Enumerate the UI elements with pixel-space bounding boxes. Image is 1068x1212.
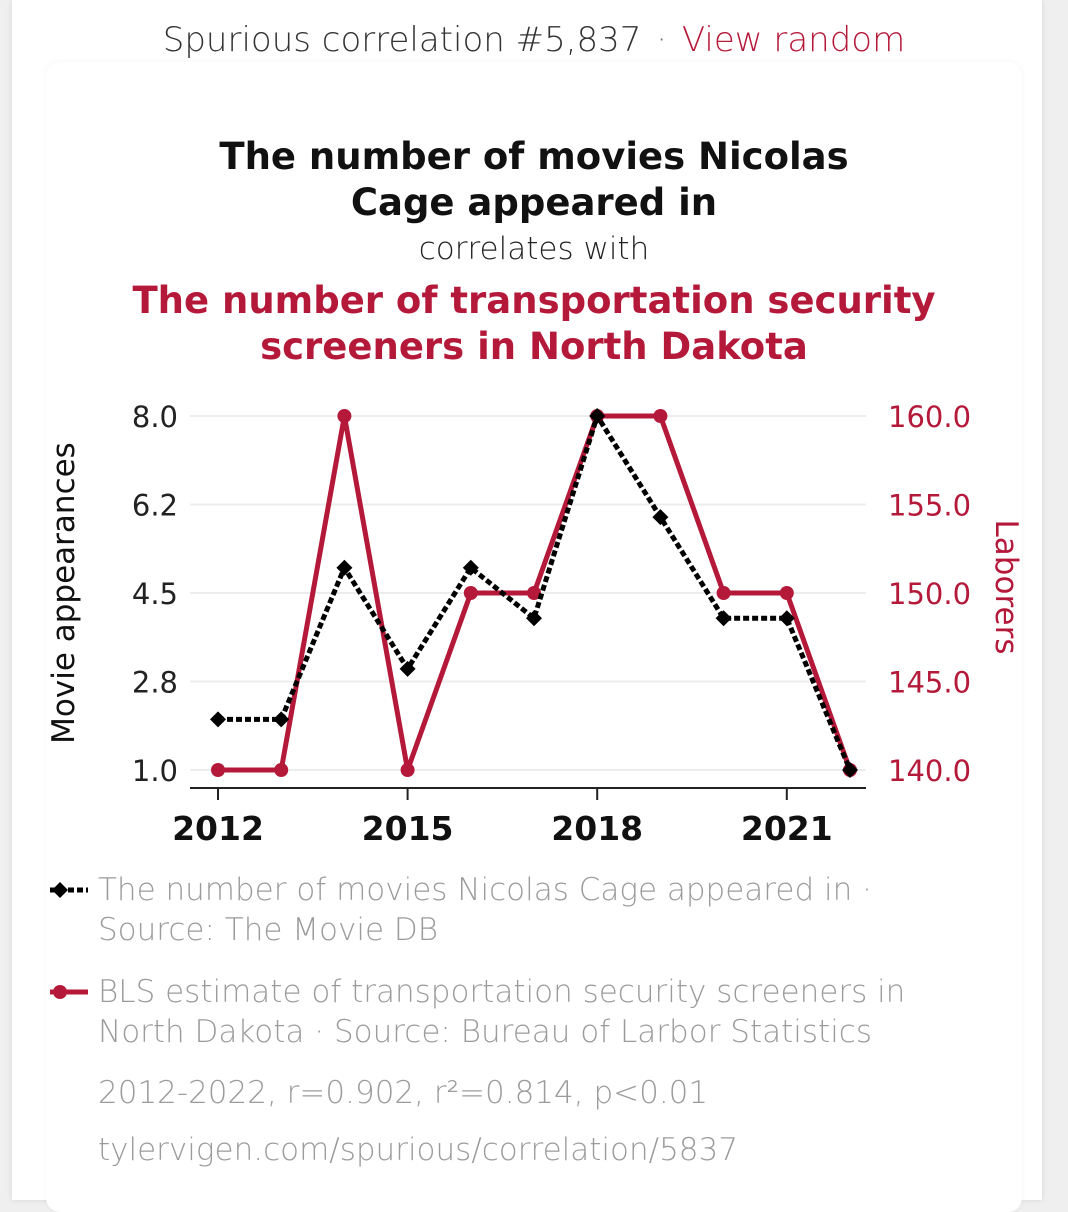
series1-point bbox=[399, 660, 416, 677]
header-separator: · bbox=[656, 20, 668, 60]
chart-titles: The number of movies Nicolas Cage appear… bbox=[0, 134, 1068, 370]
view-random-link[interactable]: View random bbox=[681, 20, 906, 60]
y-right-tick-label: 160.0 bbox=[888, 400, 971, 434]
y-left-tick-label: 2.8 bbox=[132, 666, 178, 700]
legend-swatch-dashed-diamond bbox=[50, 882, 88, 898]
x-tick-label: 2018 bbox=[551, 809, 643, 848]
series2-point bbox=[653, 409, 668, 423]
y-right-tick-label: 150.0 bbox=[888, 577, 971, 611]
series2-point bbox=[527, 586, 541, 600]
y-left-axis-title: Movie appearances bbox=[46, 442, 82, 744]
x-tick-label: 2021 bbox=[741, 809, 833, 848]
series1-point bbox=[462, 559, 479, 576]
series1-point bbox=[526, 610, 542, 627]
y-right-tick-label: 155.0 bbox=[888, 489, 971, 523]
legend-item-series1: The number of movies Nicolas Cage appear… bbox=[48, 870, 948, 950]
series2-point bbox=[779, 586, 794, 600]
series1-point bbox=[336, 559, 353, 576]
correlation-stats: 2012-2022, r=0.902, r²=0.814, p<0.01 bbox=[98, 1075, 709, 1111]
source-url: tylervigen.com/spurious/correlation/5837 bbox=[98, 1132, 738, 1168]
series1-point bbox=[778, 610, 795, 627]
legend-label-series1: The number of movies Nicolas Cage appear… bbox=[98, 872, 872, 948]
legend-label-series2: BLS estimate of transportation security … bbox=[98, 974, 906, 1050]
legend-swatch-solid-circle bbox=[50, 985, 88, 999]
series2-point bbox=[716, 586, 731, 600]
series1-point bbox=[715, 610, 732, 627]
correlation-number: Spurious correlation #5,837 bbox=[162, 20, 642, 60]
x-tick-label: 2012 bbox=[172, 809, 264, 848]
header-bar: Spurious correlation #5,837 · View rando… bbox=[0, 20, 1068, 60]
series2-title: The number of transportation security sc… bbox=[132, 279, 936, 368]
series2-point bbox=[337, 409, 352, 423]
correlates-with-text: correlates with bbox=[418, 231, 650, 267]
series1-title: The number of movies Nicolas Cage appear… bbox=[219, 135, 849, 224]
y-left-tick-label: 8.0 bbox=[132, 400, 178, 434]
y-left-tick-label: 1.0 bbox=[132, 754, 178, 788]
x-tick-label: 2015 bbox=[362, 809, 454, 848]
series1-point bbox=[210, 711, 226, 728]
series1-point bbox=[589, 408, 606, 424]
legend-item-series2: BLS estimate of transportation security … bbox=[48, 972, 948, 1052]
chart-card bbox=[46, 62, 1022, 1212]
y-right-tick-label: 140.0 bbox=[888, 754, 971, 788]
series2-point bbox=[211, 763, 225, 777]
line-chart: 8.0 160.0 6.2 155.0 4.5 150.0 2.8 145.0 1.0 140.0… bbox=[46, 400, 1024, 848]
series1-point bbox=[842, 762, 858, 778]
series2-point bbox=[463, 586, 478, 600]
y-left-tick-label: 6.2 bbox=[132, 489, 178, 523]
y-right-axis-title: Laborers bbox=[988, 520, 1024, 655]
y-right-tick-label: 145.0 bbox=[888, 666, 971, 700]
y-left-tick-label: 4.5 bbox=[132, 577, 178, 611]
series2-point bbox=[274, 763, 289, 777]
series1-point bbox=[273, 711, 290, 728]
series2-point bbox=[400, 763, 415, 777]
series1-line bbox=[218, 410, 853, 771]
legend: The number of movies Nicolas Cage appear… bbox=[48, 870, 948, 1074]
